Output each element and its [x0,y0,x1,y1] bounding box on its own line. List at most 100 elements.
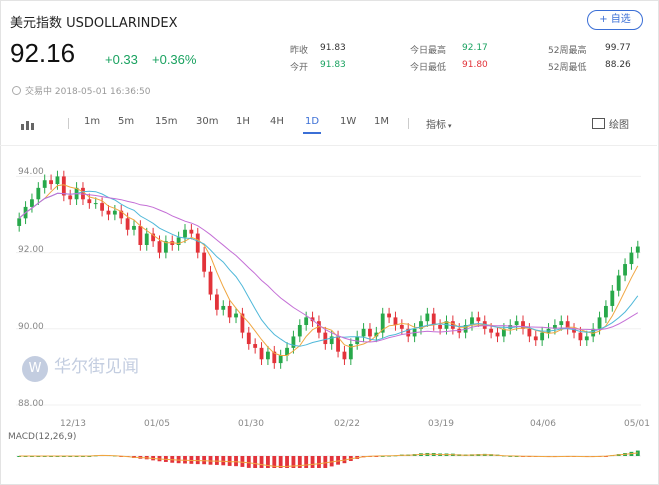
period-15m[interactable]: 15m [155,116,178,127]
period-5m[interactable]: 5m [118,116,135,127]
w52-high-value: 99.77 [605,43,631,53]
candle-body [49,180,53,185]
candle-body [119,210,124,219]
candle-body [476,317,481,322]
candle-body [578,332,583,341]
macd-bar [202,456,207,465]
candle-body [387,313,391,318]
candle-body [368,328,372,337]
candle-body [591,328,596,337]
candle-body [297,325,302,337]
x-tick-label: 02/22 [334,419,360,429]
macd-bar [259,456,264,468]
price-change: +0.33 [105,52,138,67]
candle-body [514,321,519,325]
y-tick-label: 94.00 [18,167,44,177]
candle-body [278,355,283,364]
macd-bar [285,456,289,468]
status-text: 交易中 2018-05-01 16:36:50 [25,87,151,97]
candle-body [112,210,117,215]
period-30m[interactable]: 30m [196,116,219,127]
x-tick-label: 03/19 [428,419,454,429]
macd-bar [336,456,340,465]
candle-body [125,218,130,230]
period-1mo[interactable]: 1M [374,116,389,127]
macd-bar [227,456,232,466]
x-tick-label: 01/05 [144,419,170,429]
watermark-text: 华尔街见闻 [54,357,139,377]
candle-body [425,313,430,322]
candle-body [189,229,194,234]
candle-body [68,195,73,200]
candle-body [610,290,615,306]
low-label: 今日最低 [410,63,447,73]
candle-body [508,325,513,329]
candle-body [495,332,500,337]
candle-body [253,344,258,348]
macd-bar [374,456,379,457]
macd-bar [195,456,200,465]
candle-body [100,203,105,211]
period-1w[interactable]: 1W [340,116,357,127]
candle-body [533,336,538,341]
candle-body [202,252,207,272]
add-watchlist-button[interactable]: + 自选 [587,10,643,30]
candle-body [221,305,226,310]
macd-bar [183,456,187,464]
candle-body [55,176,60,185]
candle-body [406,328,411,337]
high-value: 92.17 [462,43,488,53]
candle-body [419,321,423,329]
y-tick-label: 90.00 [18,322,44,332]
period-1m[interactable]: 1m [84,116,101,127]
candle-body [470,317,474,325]
instrument-title: 美元指数 USDOLLARINDEX [10,16,178,31]
candle-body [552,325,557,329]
macd-bar [508,455,513,457]
candle-body [132,225,136,230]
candle-body [291,336,296,348]
candle-body [501,328,506,337]
indicator-label: 指标 [426,120,446,131]
candle-body [527,328,532,337]
macd-bar [323,456,328,468]
macd-bar [221,456,226,466]
period-1h[interactable]: 1H [236,116,250,127]
candle-body [559,321,564,325]
candle-body [266,351,270,360]
x-tick-label: 05/01 [624,419,650,429]
candle-body [195,233,200,253]
macd-bar [214,456,219,465]
y-tick-label: 92.00 [18,245,44,255]
candle-body [246,332,251,345]
candle-body [144,233,149,245]
candle-body [208,271,213,295]
candle-body [157,241,162,253]
macd-bar [240,456,245,467]
macd-bar [272,456,277,468]
indicator-menu[interactable]: 指标 ▾ [426,116,452,131]
last-price: 92.16 [10,38,76,68]
prev-close-label: 昨收 [290,46,309,56]
candle-body [489,328,494,333]
macd-bar [246,456,251,468]
candle-body [61,176,66,196]
candle-body [183,229,187,238]
macd-bar [266,456,270,468]
macd-bar [317,456,321,468]
period-1d[interactable]: 1D [302,116,322,134]
drawing-icon [592,118,605,129]
watermark-logo: W [22,356,48,382]
macd-dif-line [19,452,638,468]
candle-body [438,325,443,329]
candle-body [304,317,309,325]
macd-bar [278,456,283,468]
candle-body [393,317,398,325]
candlestick-icon[interactable] [20,117,36,136]
candle-body [431,313,436,325]
candle-body [227,305,232,318]
draw-tool-button[interactable]: 绘图 [592,116,629,131]
divider [0,145,657,146]
period-4h[interactable]: 4H [270,116,284,127]
low-value: 91.80 [462,60,488,70]
